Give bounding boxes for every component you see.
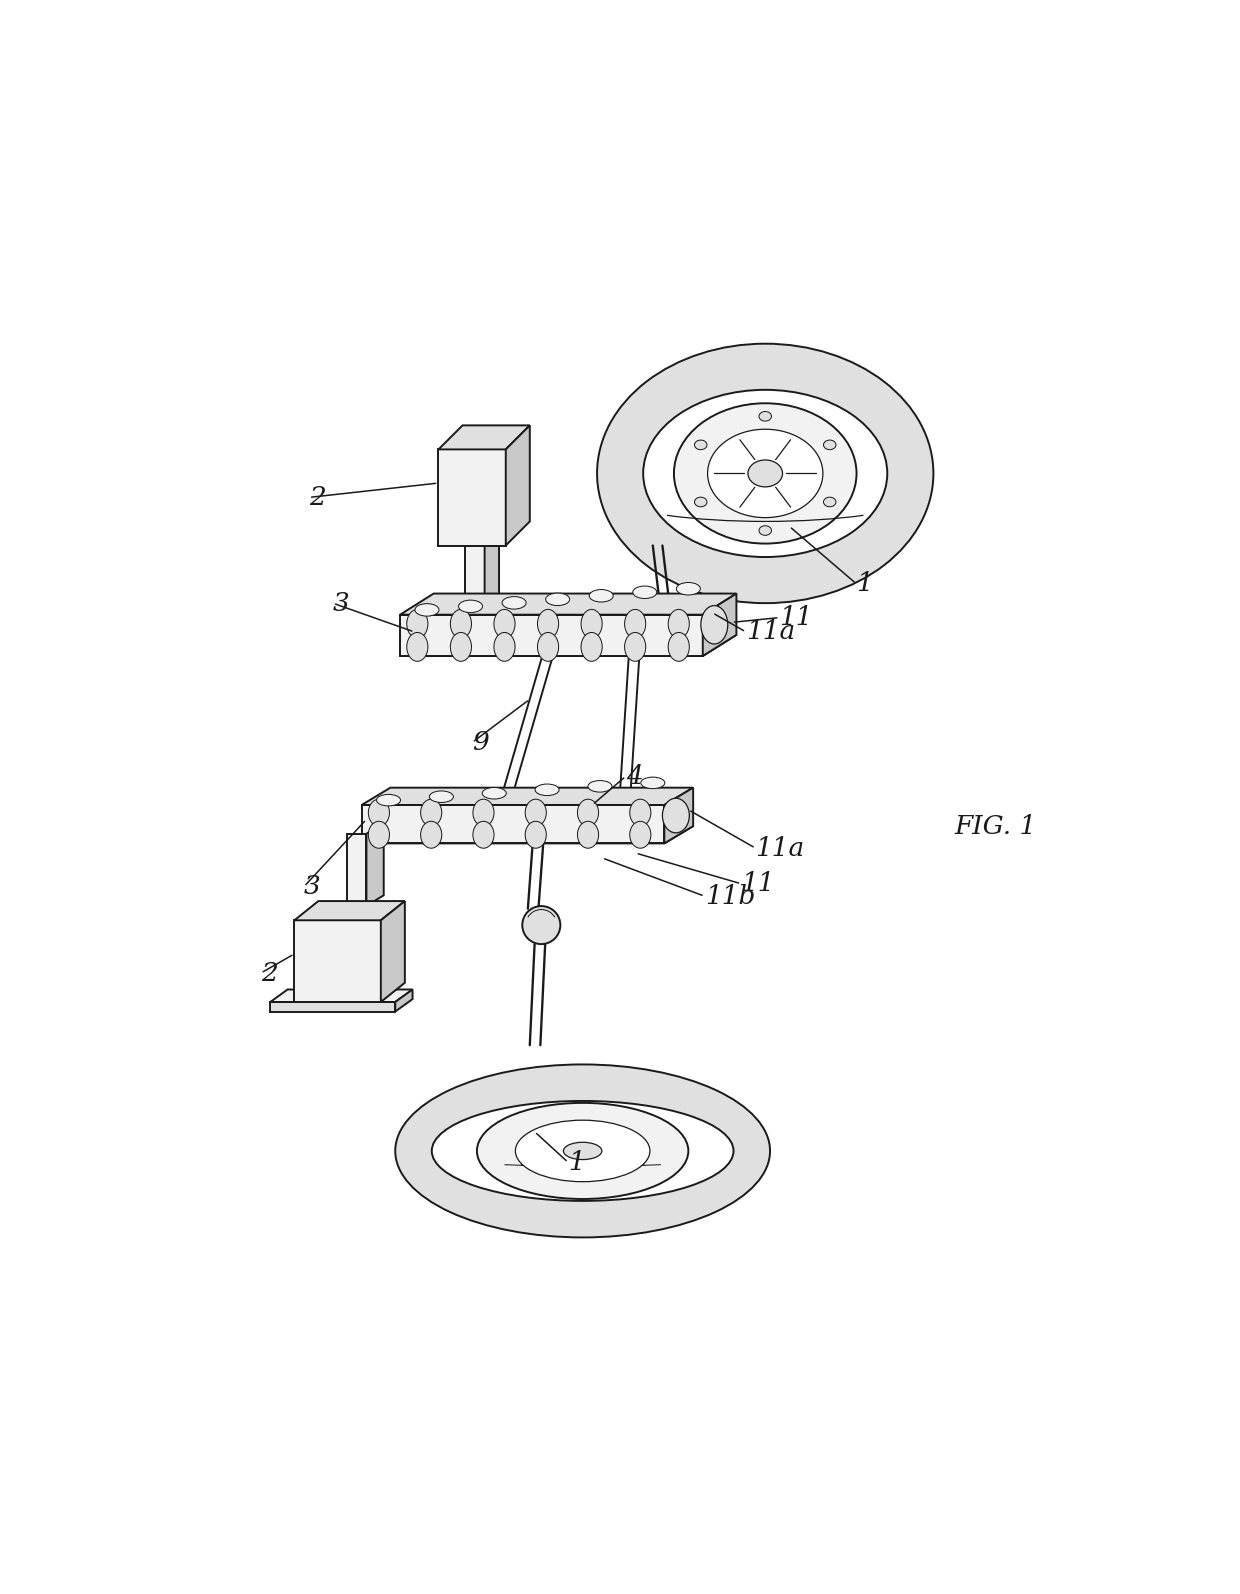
Ellipse shape <box>676 582 701 595</box>
Ellipse shape <box>694 440 707 450</box>
Ellipse shape <box>415 604 439 617</box>
Ellipse shape <box>494 609 515 638</box>
Ellipse shape <box>420 799 441 826</box>
Ellipse shape <box>759 526 771 536</box>
Polygon shape <box>465 545 485 612</box>
Ellipse shape <box>708 429 823 518</box>
Ellipse shape <box>625 633 646 662</box>
Ellipse shape <box>450 633 471 662</box>
Ellipse shape <box>759 411 771 421</box>
Ellipse shape <box>472 799 494 826</box>
Polygon shape <box>294 901 404 920</box>
Ellipse shape <box>588 781 613 792</box>
Polygon shape <box>270 1003 396 1012</box>
Ellipse shape <box>644 391 888 556</box>
Polygon shape <box>362 787 693 805</box>
Polygon shape <box>347 834 367 905</box>
Ellipse shape <box>701 606 728 644</box>
Text: 11a: 11a <box>746 620 795 644</box>
Ellipse shape <box>432 1101 734 1200</box>
Ellipse shape <box>582 633 603 662</box>
Ellipse shape <box>582 609 603 638</box>
Polygon shape <box>439 450 506 545</box>
Ellipse shape <box>502 596 526 609</box>
Ellipse shape <box>420 821 441 848</box>
Polygon shape <box>396 990 413 1012</box>
Ellipse shape <box>598 344 934 603</box>
Polygon shape <box>703 593 737 657</box>
Ellipse shape <box>675 403 857 544</box>
Ellipse shape <box>823 497 836 507</box>
Text: 11b: 11b <box>704 883 755 909</box>
Text: 2: 2 <box>260 961 278 985</box>
Ellipse shape <box>748 461 782 486</box>
Ellipse shape <box>526 799 547 826</box>
Polygon shape <box>362 805 665 843</box>
Polygon shape <box>506 426 529 545</box>
Text: 9: 9 <box>472 730 489 756</box>
Polygon shape <box>439 426 529 450</box>
Text: 4: 4 <box>626 764 642 789</box>
Ellipse shape <box>368 799 389 826</box>
Ellipse shape <box>536 784 559 795</box>
Ellipse shape <box>578 799 599 826</box>
Text: 11a: 11a <box>755 835 805 861</box>
Ellipse shape <box>630 821 651 848</box>
Ellipse shape <box>537 633 558 662</box>
Ellipse shape <box>516 1121 650 1181</box>
Ellipse shape <box>578 821 599 848</box>
Ellipse shape <box>823 440 836 450</box>
Polygon shape <box>381 901 404 1003</box>
Polygon shape <box>665 787 693 843</box>
Polygon shape <box>367 823 383 905</box>
Ellipse shape <box>407 633 428 662</box>
Ellipse shape <box>472 821 494 848</box>
Text: 3: 3 <box>332 591 350 615</box>
Polygon shape <box>401 615 703 657</box>
Polygon shape <box>401 593 737 615</box>
Polygon shape <box>401 634 737 657</box>
Polygon shape <box>362 826 693 843</box>
Ellipse shape <box>668 633 689 662</box>
Ellipse shape <box>668 609 689 638</box>
Text: FIG. 1: FIG. 1 <box>955 813 1037 838</box>
Text: 11: 11 <box>742 872 775 896</box>
Ellipse shape <box>450 609 471 638</box>
Ellipse shape <box>630 799 651 826</box>
Ellipse shape <box>407 609 428 638</box>
Ellipse shape <box>694 497 707 507</box>
Ellipse shape <box>477 1103 688 1199</box>
Ellipse shape <box>546 593 569 606</box>
Ellipse shape <box>429 791 454 802</box>
Text: 3: 3 <box>304 874 321 899</box>
Polygon shape <box>294 920 381 1003</box>
Ellipse shape <box>526 821 547 848</box>
Text: 1: 1 <box>568 1149 585 1175</box>
Polygon shape <box>270 990 413 1003</box>
Ellipse shape <box>368 821 389 848</box>
Ellipse shape <box>641 778 665 789</box>
Ellipse shape <box>625 609 646 638</box>
Ellipse shape <box>563 1143 601 1159</box>
Ellipse shape <box>377 794 401 807</box>
Ellipse shape <box>494 633 515 662</box>
Ellipse shape <box>537 609 558 638</box>
Ellipse shape <box>396 1065 770 1237</box>
Ellipse shape <box>632 587 657 598</box>
Ellipse shape <box>589 590 614 603</box>
Text: 2: 2 <box>309 485 326 510</box>
Text: 11: 11 <box>780 606 813 630</box>
Polygon shape <box>485 534 498 612</box>
Text: 1: 1 <box>857 571 873 596</box>
Ellipse shape <box>522 905 560 944</box>
Ellipse shape <box>482 787 506 799</box>
Ellipse shape <box>662 799 689 832</box>
Ellipse shape <box>459 599 482 612</box>
